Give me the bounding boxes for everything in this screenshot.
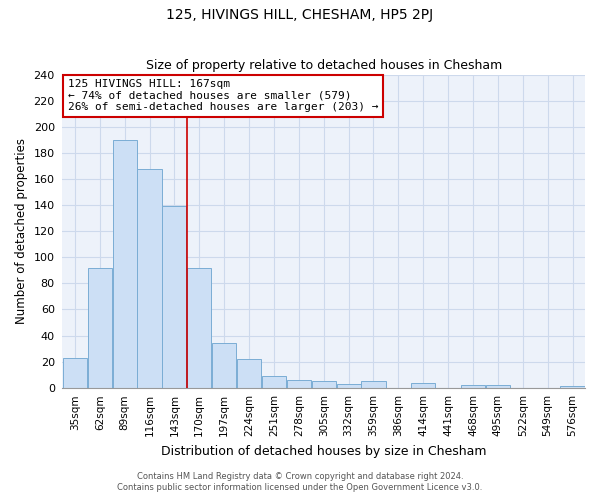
Bar bbox=[361, 382, 386, 388]
Text: 125, HIVINGS HILL, CHESHAM, HP5 2PJ: 125, HIVINGS HILL, CHESHAM, HP5 2PJ bbox=[166, 8, 434, 22]
Bar bbox=[113, 140, 137, 388]
Bar bbox=[187, 268, 211, 388]
Bar bbox=[560, 386, 584, 388]
Bar bbox=[262, 376, 286, 388]
Title: Size of property relative to detached houses in Chesham: Size of property relative to detached ho… bbox=[146, 59, 502, 72]
X-axis label: Distribution of detached houses by size in Chesham: Distribution of detached houses by size … bbox=[161, 444, 487, 458]
Bar bbox=[237, 359, 261, 388]
Y-axis label: Number of detached properties: Number of detached properties bbox=[15, 138, 28, 324]
Bar bbox=[411, 382, 436, 388]
Bar bbox=[486, 385, 510, 388]
Bar bbox=[212, 344, 236, 388]
Bar bbox=[461, 385, 485, 388]
Bar bbox=[163, 206, 187, 388]
Bar bbox=[287, 380, 311, 388]
Bar bbox=[88, 268, 112, 388]
Text: 125 HIVINGS HILL: 167sqm
← 74% of detached houses are smaller (579)
26% of semi-: 125 HIVINGS HILL: 167sqm ← 74% of detach… bbox=[68, 80, 378, 112]
Bar bbox=[311, 382, 336, 388]
Bar bbox=[63, 358, 87, 388]
Text: Contains HM Land Registry data © Crown copyright and database right 2024.
Contai: Contains HM Land Registry data © Crown c… bbox=[118, 472, 482, 492]
Bar bbox=[137, 168, 161, 388]
Bar bbox=[337, 384, 361, 388]
